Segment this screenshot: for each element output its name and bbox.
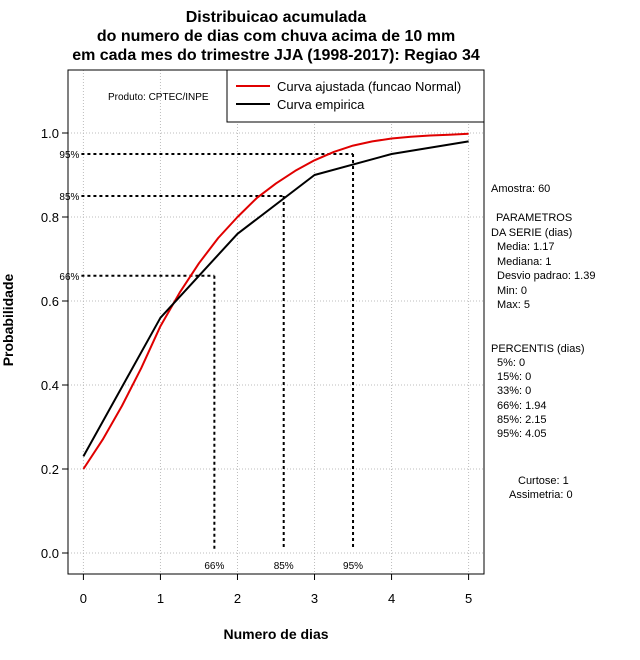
legend: Curva ajustada (funcao Normal) Curva emp… [226, 69, 485, 123]
y-tick-label-2: 0.4 [41, 378, 59, 393]
stat-p85: 85%: 2.15 [497, 414, 547, 426]
stat-parametros-title-1: PARAMETROS [496, 212, 572, 224]
series-line-1 [82, 140, 469, 457]
x-tick-label-4: 4 [388, 591, 395, 606]
stat-p33: 33%: 0 [497, 385, 531, 397]
x-axis-label: Numero de dias [223, 626, 328, 642]
grid [68, 70, 484, 574]
legend-box [226, 69, 485, 123]
stat-p5: 5%: 0 [497, 357, 525, 369]
stat-mediana: Mediana: 1 [497, 256, 551, 268]
stat-amostra: Amostra: 60 [491, 183, 550, 195]
stat-p15: 15%: 0 [497, 371, 531, 383]
y-tick-label-1: 0.2 [41, 462, 59, 477]
stat-curtose: Curtose: 1 [518, 475, 569, 487]
percentile-markers: 66% 66% 85% 85% 95% 95% [59, 150, 363, 572]
x-tick-label-2: 2 [234, 591, 241, 606]
plot-frame [67, 69, 485, 575]
y-tick-label-0: 0.0 [41, 546, 59, 561]
y-axis-ticks: 0.0 0.2 0.4 0.6 0.8 1.0 [41, 126, 68, 561]
percentile-label-bottom-0: 66% [204, 561, 224, 572]
percentile-label-left-0: 66% [59, 272, 79, 283]
x-tick-label-3: 3 [311, 591, 318, 606]
percentile-label-left-1: 85% [59, 192, 79, 203]
x-tick-label-1: 1 [157, 591, 164, 606]
stat-parametros-title-2: DA SERIE (dias) [491, 227, 572, 239]
stat-desvio: Desvio padrao: 1.39 [497, 270, 595, 282]
y-tick-label-5: 1.0 [41, 126, 59, 141]
chart-title-line-2: do numero de dias com chuva acima de 10 … [97, 28, 455, 45]
series-lines [82, 132, 469, 470]
y-tick-label-3: 0.6 [41, 294, 59, 309]
product-label: Produto: CPTEC/INPE [108, 92, 209, 103]
stat-max: Max: 5 [497, 299, 530, 311]
stat-assimetria: Assimetria: 0 [509, 489, 573, 501]
stat-media: Media: 1.17 [497, 241, 554, 253]
stats-panel: Amostra: 60 PARAMETROS DA SERIE (dias) M… [491, 183, 595, 501]
stat-p95: 95%: 4.05 [497, 428, 547, 440]
stat-min: Min: 0 [497, 285, 527, 297]
stat-p66: 66%: 1.94 [497, 400, 547, 412]
x-tick-label-5: 5 [465, 591, 472, 606]
series-line-0 [82, 132, 469, 470]
percentile-label-left-2: 95% [59, 150, 79, 161]
percentile-label-bottom-2: 95% [343, 561, 363, 572]
y-axis-label: Probabilidade [0, 274, 16, 367]
legend-label-fitted: Curva ajustada (funcao Normal) [277, 79, 461, 94]
chart-title-line-1: Distribuicao acumulada [186, 9, 367, 26]
x-axis-ticks: 0 1 2 3 4 5 [80, 574, 472, 606]
percentile-label-bottom-1: 85% [274, 561, 294, 572]
legend-label-empirical: Curva empirica [277, 97, 365, 112]
chart-title-line-3: em cada mes do trimestre JJA (1998-2017)… [72, 47, 480, 64]
x-tick-label-0: 0 [80, 591, 87, 606]
y-tick-label-4: 0.8 [41, 210, 59, 225]
stat-percentis-title: PERCENTIS (dias) [491, 343, 585, 355]
